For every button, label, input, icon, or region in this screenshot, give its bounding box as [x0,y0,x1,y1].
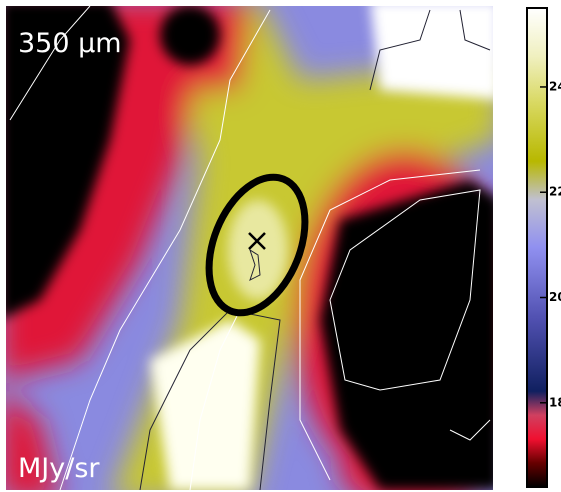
colorbar-ticks: 18 20 22 24 [540,79,561,409]
colorbar-tick-label: 18 [549,395,561,409]
colorbar-tick-label: 20 [549,290,561,304]
colorbar-tick-label: 22 [549,185,561,199]
colorbar [526,7,548,488]
colorbar-tick-label: 24 [549,79,561,93]
contours [9,6,491,490]
unit-label: MJy/sr [18,453,100,484]
beam-ellipse [205,173,309,317]
wavelength-label: 350 μm [18,28,122,59]
map-image [6,6,493,490]
source-marker [248,232,266,250]
